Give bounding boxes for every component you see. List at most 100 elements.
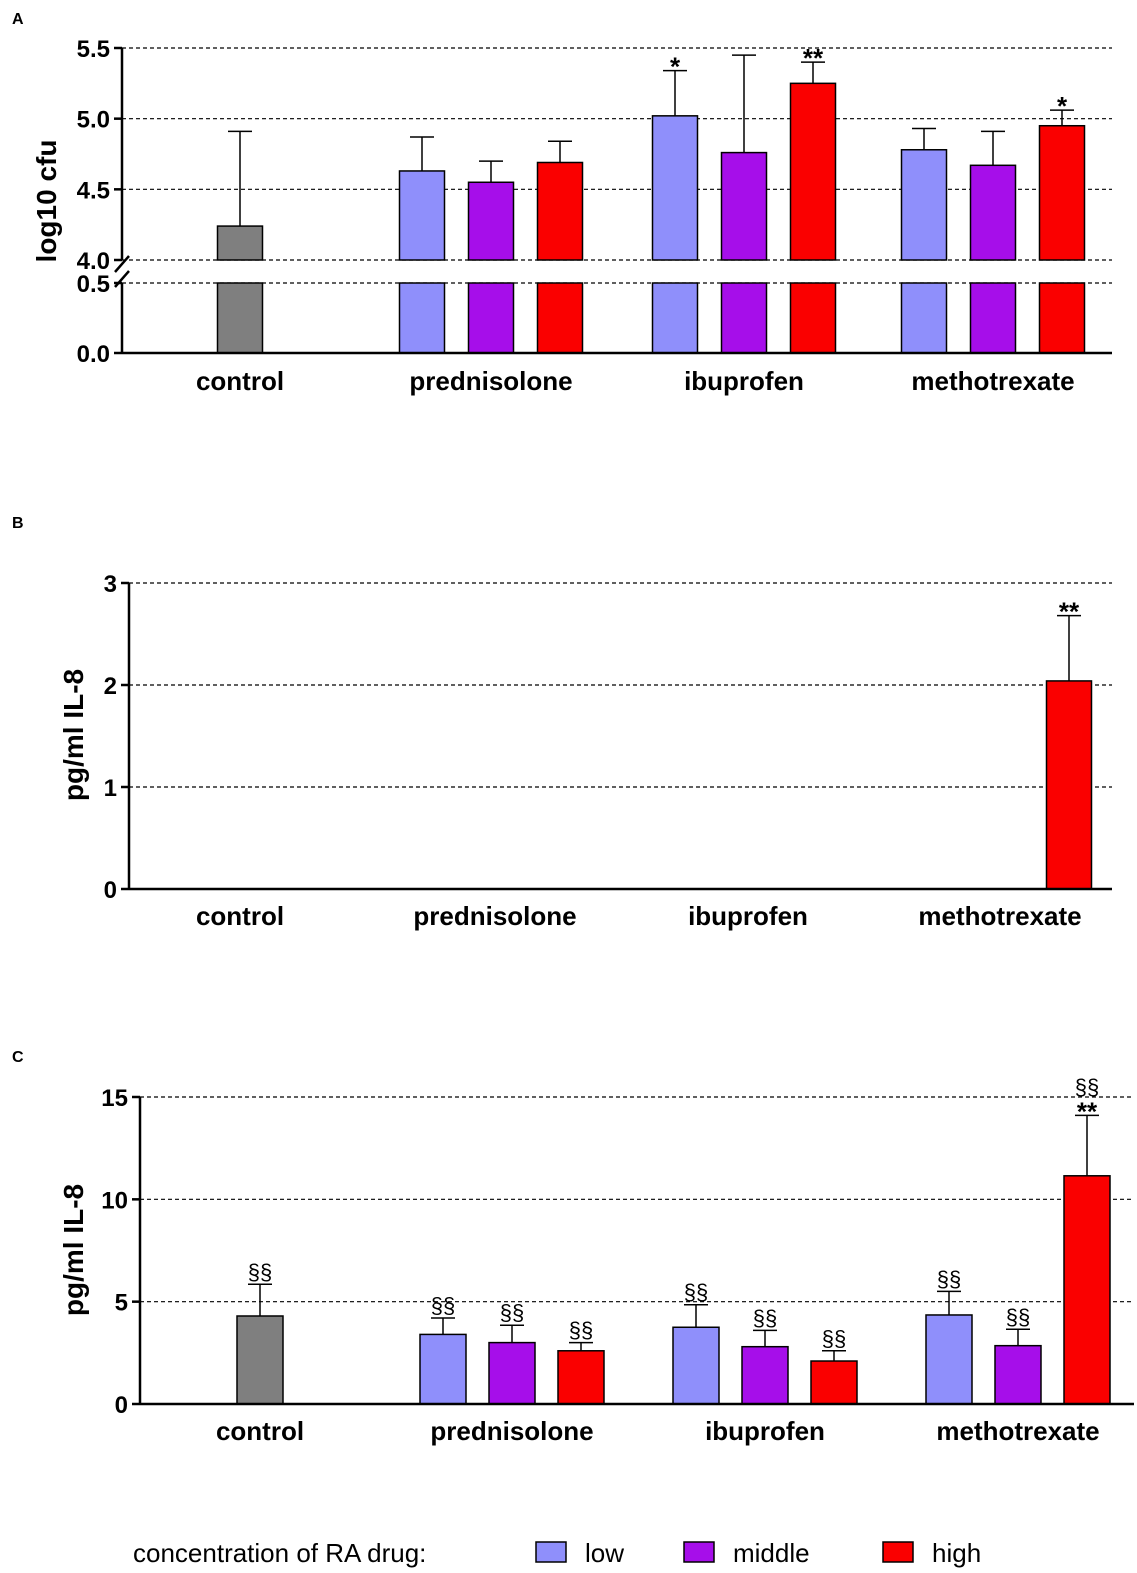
bar-methotrexate-high bbox=[1045, 680, 1093, 890]
significance-label: §§ bbox=[753, 1305, 777, 1330]
bar-ibuprofen-middle bbox=[741, 1345, 789, 1405]
bar-methotrexate-middle-lower bbox=[969, 282, 1017, 354]
bar-ibuprofen-low bbox=[672, 1326, 720, 1405]
bar-methotrexate-high-lower bbox=[1038, 282, 1086, 354]
x-category-label: prednisolone bbox=[409, 366, 572, 396]
y-tick-label: 3 bbox=[104, 571, 117, 598]
panel-letter-c: C bbox=[12, 1049, 24, 1066]
y-axis-label: log10 cfu bbox=[31, 140, 62, 263]
bar-prednisolone-middle-lower bbox=[467, 282, 515, 354]
error-bar bbox=[548, 140, 572, 163]
x-category-label: methotrexate bbox=[936, 1416, 1099, 1446]
y-tick-label: 4.0 bbox=[77, 248, 110, 275]
significance-label: * bbox=[1057, 91, 1068, 121]
bar-prednisolone-middle bbox=[467, 181, 515, 261]
bar-methotrexate-high bbox=[1038, 124, 1086, 261]
x-category-label: methotrexate bbox=[911, 366, 1074, 396]
significance-label: §§ bbox=[937, 1266, 961, 1291]
x-category-label: prednisolone bbox=[413, 901, 576, 931]
y-tick-label: 4.5 bbox=[77, 177, 110, 204]
bar-prednisolone-low bbox=[398, 170, 446, 261]
legend-swatch-high bbox=[882, 1541, 914, 1563]
significance-label: * bbox=[670, 52, 681, 82]
bar-methotrexate-middle bbox=[994, 1344, 1042, 1405]
error-bar bbox=[228, 130, 252, 227]
y-tick-label: 2 bbox=[104, 673, 117, 700]
error-bar bbox=[431, 1317, 455, 1335]
x-category-label: ibuprofen bbox=[684, 366, 804, 396]
error-bar bbox=[937, 1290, 961, 1315]
bar-ibuprofen-high bbox=[789, 82, 837, 261]
bar-ibuprofen-high bbox=[810, 1360, 858, 1405]
error-bar bbox=[912, 127, 936, 150]
x-category-label: methotrexate bbox=[918, 901, 1081, 931]
error-bar bbox=[822, 1350, 846, 1362]
error-bar bbox=[663, 69, 687, 116]
bar-control-control bbox=[216, 225, 264, 261]
significance-label: §§ bbox=[1006, 1304, 1030, 1329]
panel-letter-a: A bbox=[12, 11, 24, 28]
error-bar bbox=[1050, 109, 1074, 126]
y-tick-label: 15 bbox=[101, 1085, 128, 1112]
significance-label: §§ bbox=[1075, 1074, 1099, 1099]
legend: concentration of RA drug: low middle hig… bbox=[133, 1538, 981, 1568]
legend-label-middle: middle bbox=[733, 1538, 810, 1568]
y-tick-label: 0 bbox=[115, 1392, 128, 1419]
y-tick-label: 5.5 bbox=[77, 36, 110, 63]
legend-label-high: high bbox=[932, 1538, 981, 1568]
significance-label: §§ bbox=[684, 1280, 708, 1305]
bar-prednisolone-high-lower bbox=[536, 282, 584, 354]
legend-title: concentration of RA drug: bbox=[133, 1538, 426, 1568]
bar-methotrexate-low bbox=[925, 1314, 973, 1405]
x-category-label: control bbox=[216, 1416, 304, 1446]
y-tick-label: 5 bbox=[115, 1290, 128, 1317]
y-tick-label: 10 bbox=[101, 1187, 128, 1214]
error-bar bbox=[732, 54, 756, 153]
bar-methotrexate-low-lower bbox=[900, 282, 948, 354]
error-bar bbox=[248, 1283, 272, 1316]
legend-swatch-middle bbox=[683, 1541, 715, 1563]
bar-ibuprofen-middle-lower bbox=[720, 282, 768, 354]
error-bar bbox=[753, 1329, 777, 1347]
legend-label-low: low bbox=[585, 1538, 624, 1568]
bar-methotrexate-middle bbox=[969, 164, 1017, 261]
error-bar bbox=[410, 136, 434, 171]
y-tick-label: 5.0 bbox=[77, 107, 110, 134]
x-category-label: control bbox=[196, 366, 284, 396]
x-category-label: ibuprofen bbox=[705, 1416, 825, 1446]
error-bar bbox=[1075, 1114, 1099, 1176]
y-tick-label: 0.0 bbox=[77, 341, 110, 368]
bar-prednisolone-middle bbox=[488, 1341, 536, 1405]
bar-methotrexate-low bbox=[900, 149, 948, 261]
bar-prednisolone-high bbox=[536, 161, 584, 261]
y-tick-label: 0 bbox=[104, 877, 117, 904]
error-bar bbox=[479, 160, 503, 183]
x-category-label: control bbox=[196, 901, 284, 931]
x-category-label: prednisolone bbox=[430, 1416, 593, 1446]
significance-label: ** bbox=[1077, 1096, 1098, 1126]
chart-b: ** 0 1 2 3 control prednisolone ibuprofen methot… bbox=[58, 571, 1112, 931]
bar-methotrexate-high bbox=[1063, 1175, 1111, 1405]
bar-ibuprofen-middle bbox=[720, 151, 768, 261]
bar-control-control-lower bbox=[216, 282, 264, 354]
error-bar bbox=[801, 61, 825, 84]
x-category-label: ibuprofen bbox=[688, 901, 808, 931]
axis-break-mark bbox=[114, 255, 130, 288]
bar-control-control bbox=[236, 1315, 284, 1405]
error-bar bbox=[981, 130, 1005, 166]
bar-ibuprofen-high-lower bbox=[789, 282, 837, 354]
panel-letter-b: B bbox=[12, 515, 24, 532]
bar-ibuprofen-low bbox=[651, 115, 699, 261]
bar-prednisolone-high bbox=[557, 1350, 605, 1405]
significance-label: §§ bbox=[431, 1293, 455, 1318]
significance-label: ** bbox=[803, 43, 824, 73]
error-bar bbox=[569, 1341, 593, 1351]
y-axis-label: pg/ml IL-8 bbox=[58, 1184, 89, 1316]
bar-ibuprofen-low-lower bbox=[651, 282, 699, 354]
error-bar bbox=[1057, 614, 1081, 681]
y-tick-label: 1 bbox=[104, 775, 117, 802]
error-bar bbox=[500, 1324, 524, 1343]
